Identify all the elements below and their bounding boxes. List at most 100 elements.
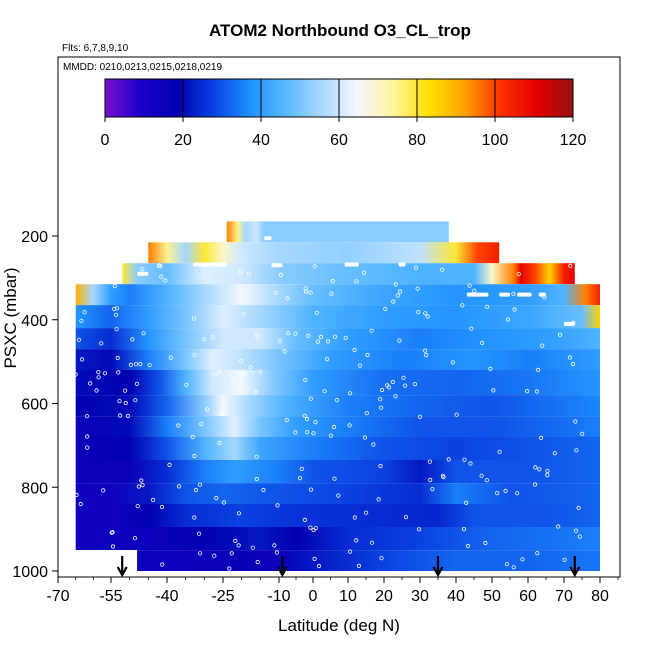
down-arrow-icon xyxy=(276,556,288,578)
missing-data-segment xyxy=(466,292,489,297)
sample-marker xyxy=(303,289,309,294)
sample-marker xyxy=(254,454,259,459)
sample-marker xyxy=(110,544,116,549)
y-tick-label: 600 xyxy=(21,397,48,414)
sample-marker xyxy=(192,515,197,520)
sample-marker xyxy=(217,370,222,375)
sample-marker xyxy=(329,291,334,296)
sample-marker xyxy=(314,310,319,315)
sample-marker xyxy=(363,510,369,515)
sample-marker xyxy=(454,412,459,417)
sample-marker xyxy=(479,473,484,478)
missing-data-segment xyxy=(517,292,532,297)
sample-marker xyxy=(176,484,182,489)
sample-marker xyxy=(354,538,359,543)
sample-marker xyxy=(221,500,226,505)
missing-data-segment xyxy=(271,263,283,268)
sample-marker xyxy=(241,311,246,316)
sample-marker xyxy=(511,565,516,570)
sample-marker xyxy=(525,388,530,394)
sample-marker xyxy=(516,271,521,277)
sample-marker xyxy=(70,411,75,416)
sample-marker xyxy=(425,314,430,319)
heatmap-band xyxy=(75,437,600,460)
sample-marker xyxy=(369,540,375,545)
sample-marker xyxy=(395,293,400,298)
sample-marker xyxy=(238,358,243,363)
heatmap-band xyxy=(75,349,600,370)
sample-marker xyxy=(198,551,203,556)
sample-marker xyxy=(318,334,323,340)
sample-marker xyxy=(304,416,310,422)
sample-marker xyxy=(96,375,101,380)
sample-marker xyxy=(101,488,106,493)
x-tick-label: 40 xyxy=(447,588,465,605)
sample-marker xyxy=(568,263,573,268)
sample-marker xyxy=(484,478,489,483)
sample-marker xyxy=(248,365,253,370)
sample-marker xyxy=(293,331,298,336)
x-tick-label: 0 xyxy=(309,588,318,605)
sample-marker xyxy=(330,278,335,284)
sample-marker xyxy=(347,549,353,554)
colorbar-ticks: 0 20 40 60 80 100 120 xyxy=(101,79,586,149)
y-axis-label: PSXC (mbar) xyxy=(1,267,20,368)
x-tick-label: -40 xyxy=(155,588,178,605)
sample-marker xyxy=(316,563,322,569)
colorbar-tick-label: 60 xyxy=(330,132,348,149)
x-tick-label: -25 xyxy=(211,588,234,605)
sample-marker xyxy=(139,478,144,483)
sample-marker xyxy=(347,391,353,396)
heatmap-band xyxy=(75,370,600,396)
x-tick-label: -10 xyxy=(267,588,290,605)
x-tick-label: 60 xyxy=(519,588,537,605)
sample-marker xyxy=(302,517,307,523)
sample-marker xyxy=(302,413,307,418)
sample-marker xyxy=(378,397,383,402)
sample-marker xyxy=(132,536,138,541)
sample-marker xyxy=(491,388,496,393)
missing-data-segment xyxy=(499,292,510,297)
sample-marker xyxy=(313,419,318,425)
heatmap-band xyxy=(148,242,500,264)
sample-marker xyxy=(297,475,303,481)
sample-marker xyxy=(545,472,550,478)
x-axis: -70 -55 -40 -25 -10 0 10 20 30 40 50 60 70 80 xyxy=(46,577,619,605)
sample-marker xyxy=(538,435,544,440)
sample-marker xyxy=(304,429,310,435)
sample-marker xyxy=(278,272,283,278)
sample-marker xyxy=(140,482,145,488)
missing-data-segment xyxy=(193,262,227,267)
heatmap-layer xyxy=(75,221,600,571)
sample-marker xyxy=(379,387,385,393)
sample-marker xyxy=(376,497,381,502)
sample-marker xyxy=(272,543,277,548)
sample-marker xyxy=(227,566,232,571)
sample-marker xyxy=(423,311,428,316)
sample-marker xyxy=(312,556,317,562)
sample-marker xyxy=(123,400,128,406)
sample-marker xyxy=(422,348,428,353)
sample-marker xyxy=(557,332,563,337)
sample-marker xyxy=(151,497,156,502)
sample-marker xyxy=(511,291,516,296)
sample-marker xyxy=(446,457,451,462)
sample-marker xyxy=(243,371,248,376)
sample-marker xyxy=(504,562,510,567)
sample-marker xyxy=(580,431,585,436)
dates-note: MMDD: 0210,0213,0215,0218,0219 xyxy=(63,62,222,73)
sample-marker xyxy=(352,347,357,353)
sample-marker xyxy=(212,372,218,377)
sample-marker xyxy=(308,525,313,530)
sample-marker xyxy=(352,515,357,520)
sample-marker xyxy=(465,543,470,549)
sample-marker xyxy=(390,379,395,385)
sample-marker xyxy=(364,411,369,416)
sample-marker xyxy=(308,487,314,492)
colorbar-tick-label: 100 xyxy=(482,132,509,149)
sample-marker xyxy=(535,367,541,372)
sample-marker xyxy=(79,357,85,362)
sample-marker xyxy=(236,511,242,516)
sample-marker xyxy=(134,381,140,386)
